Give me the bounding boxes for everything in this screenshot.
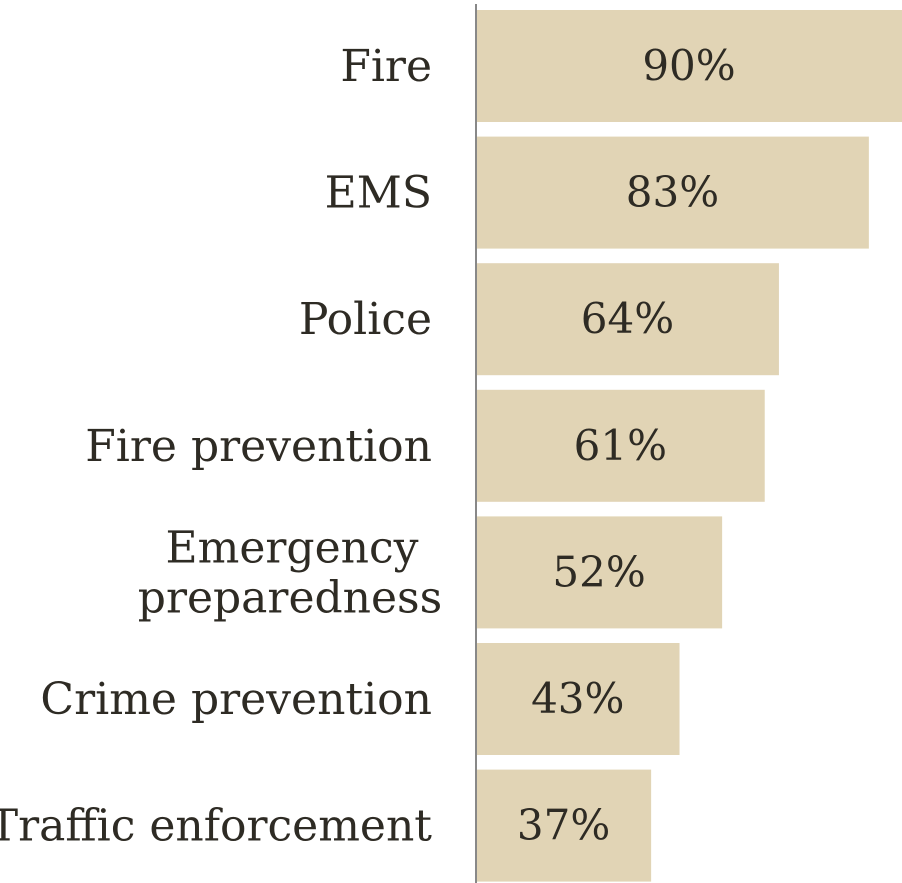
- value-label-0: 90%: [642, 41, 735, 90]
- category-label-line: Traffic enforcement: [0, 801, 432, 852]
- bar-6: [476, 769, 652, 882]
- category-label-line: EMS: [325, 168, 432, 219]
- category-label-5: Crime prevention: [40, 674, 432, 725]
- bar-2: [476, 263, 779, 376]
- bar-3: [476, 389, 765, 502]
- category-label-1: EMS: [325, 168, 432, 219]
- bar-5: [476, 643, 680, 755]
- category-label-line: preparedness: [138, 572, 442, 623]
- category-label-6: Traffic enforcement: [0, 801, 432, 852]
- bar-4: [476, 516, 723, 629]
- bar-1: [476, 136, 869, 249]
- category-label-line: Fire: [340, 41, 432, 92]
- value-label-3: 61%: [574, 421, 667, 470]
- category-label-line: Emergency: [166, 522, 419, 573]
- category-label-line: Police: [299, 294, 432, 345]
- category-label-3: Fire prevention: [85, 421, 432, 472]
- value-label-6: 37%: [517, 801, 610, 850]
- value-label-1: 83%: [626, 168, 719, 217]
- value-label-2: 64%: [581, 294, 674, 343]
- category-label-2: Police: [299, 294, 432, 345]
- value-label-4: 52%: [552, 547, 645, 596]
- category-label-line: Fire prevention: [85, 421, 432, 472]
- bar-0: [476, 10, 902, 122]
- category-label-0: Fire: [340, 41, 432, 92]
- category-label-line: Crime prevention: [40, 674, 432, 725]
- category-label-4: Emergency preparedness: [138, 522, 442, 623]
- value-label-5: 43%: [531, 674, 624, 723]
